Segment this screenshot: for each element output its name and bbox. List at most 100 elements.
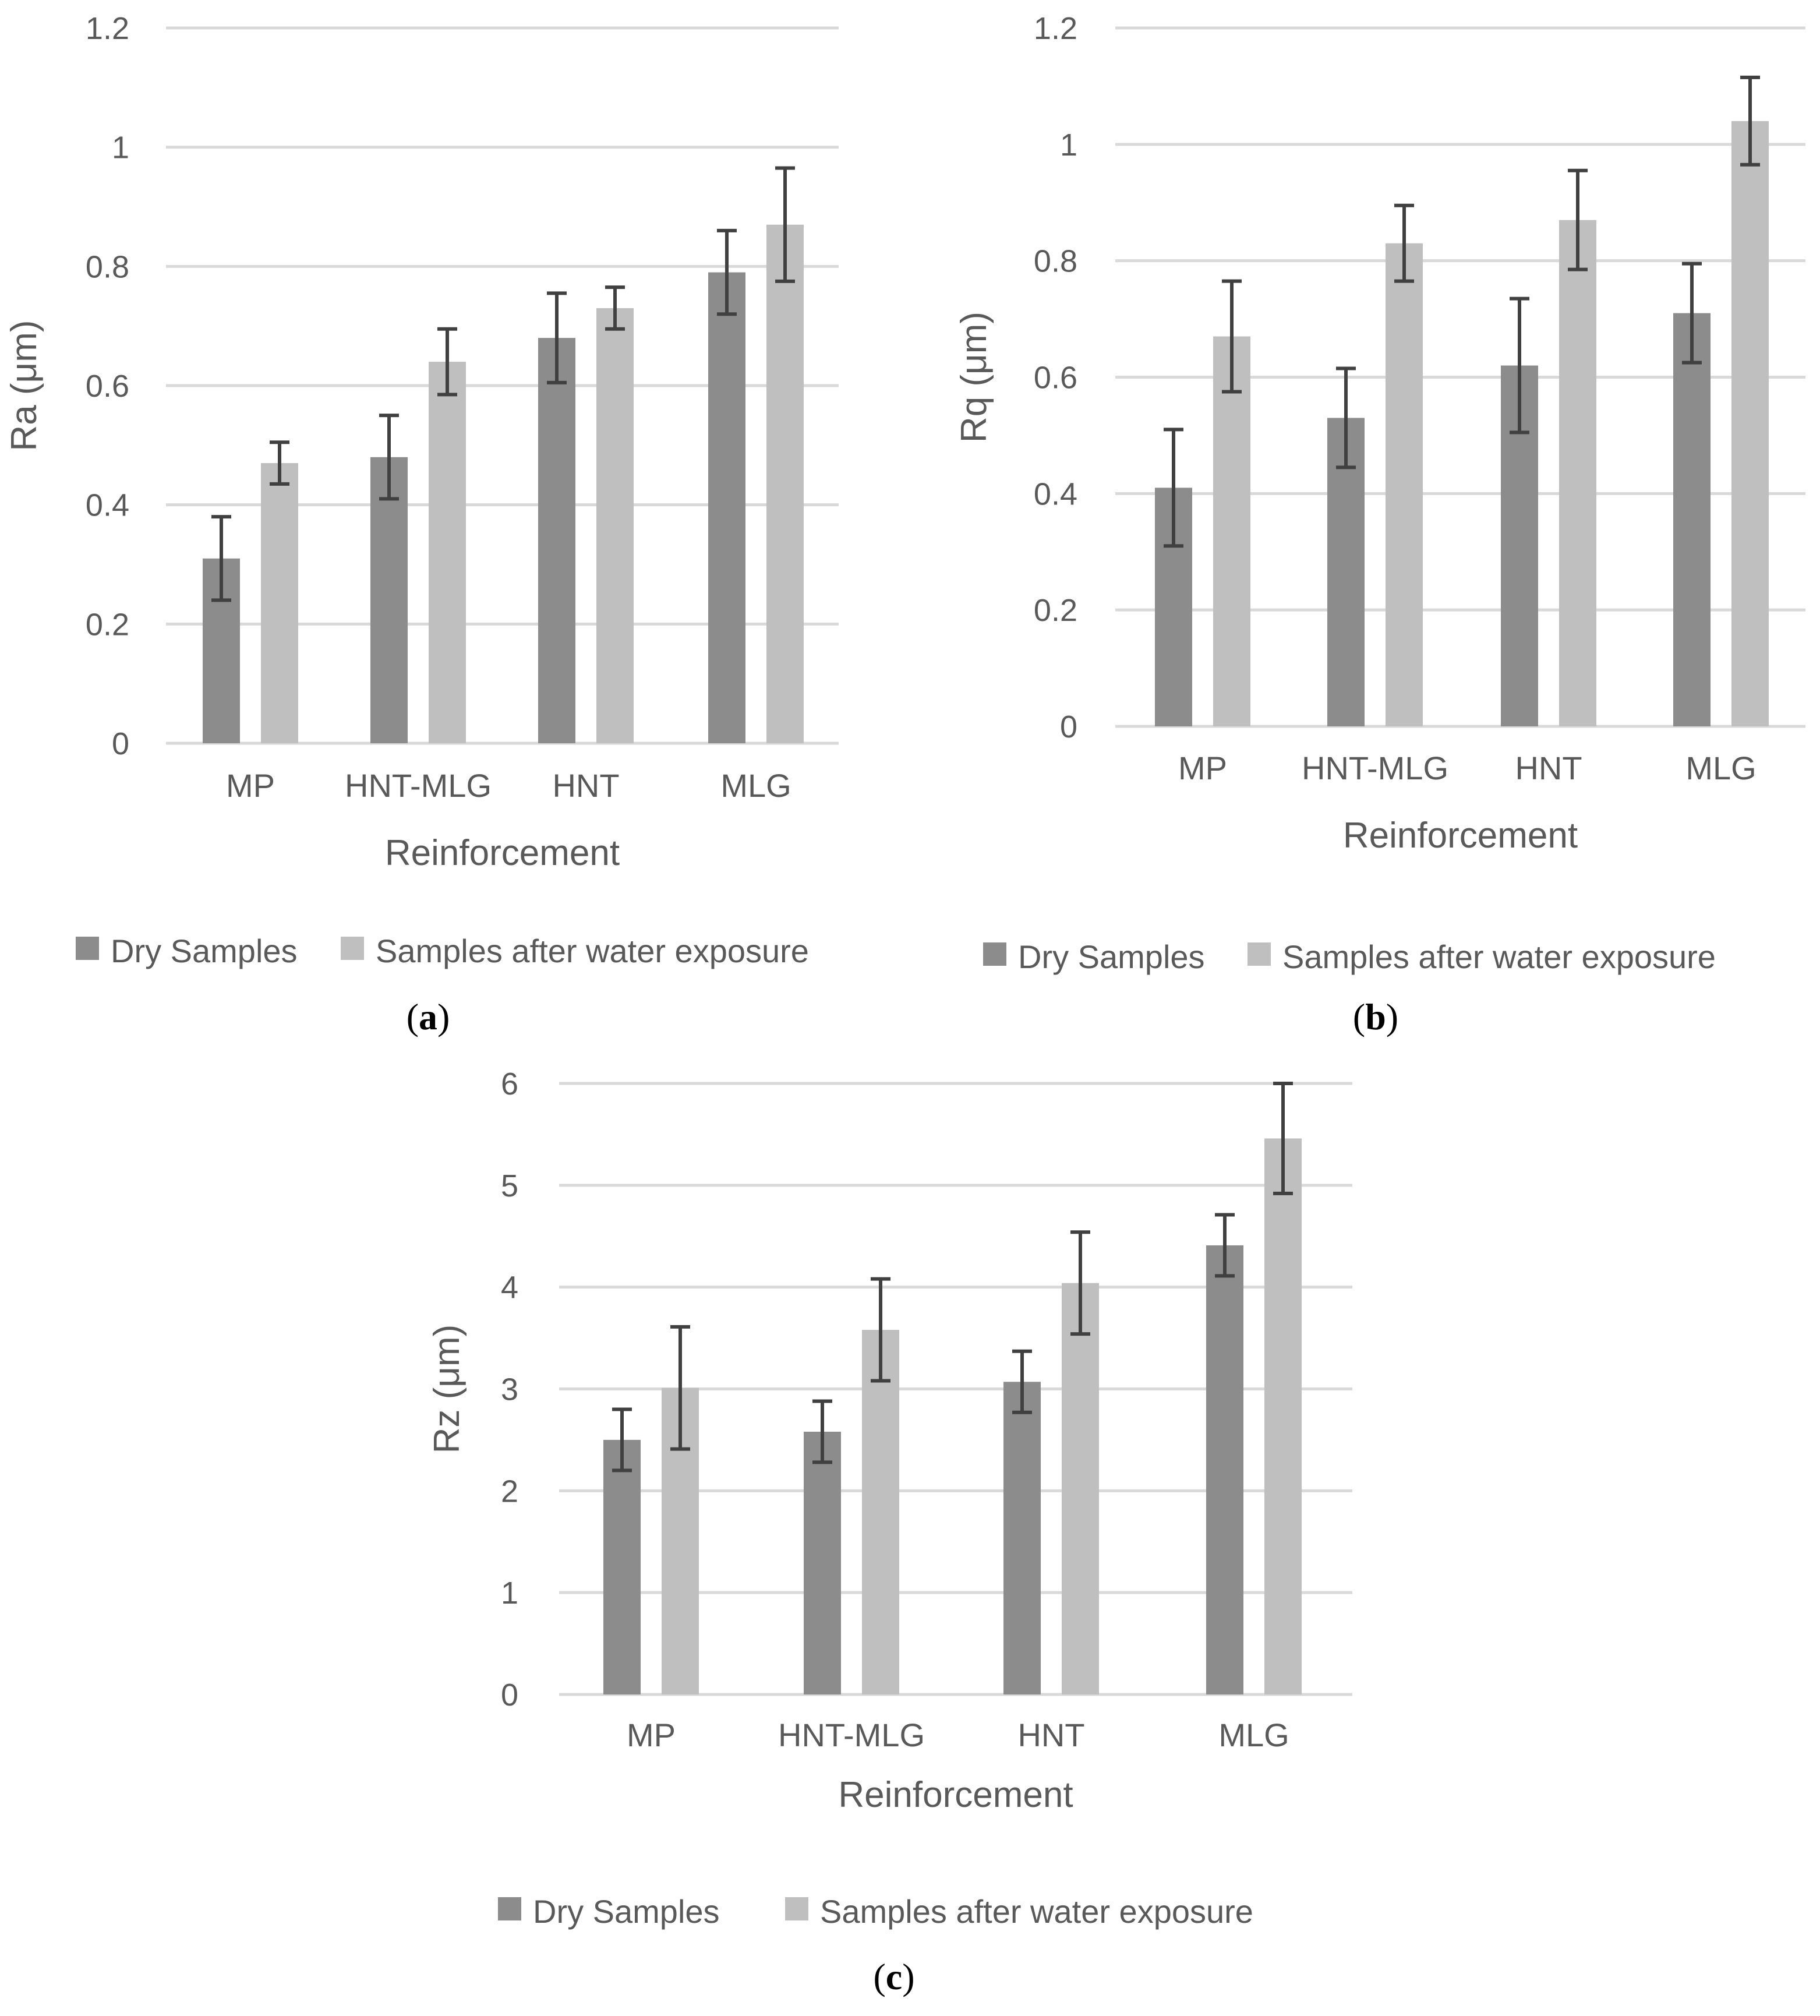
legend-label-dry: Dry Samples	[1018, 938, 1205, 975]
bar-dry-HNT-MLG	[1327, 418, 1365, 726]
chart-a: 0 0.2 0.4 0.6 0.8 1 1.2 MP HNT-MLG HNT MLG Reinforc…	[4, 11, 839, 1037]
x-tick-label: MLG	[1685, 750, 1756, 786]
y-tick-label: 1	[112, 130, 129, 165]
bar-dry-HNT-MLG	[804, 1431, 841, 1694]
bar-wet-MP	[261, 463, 298, 743]
bar-dry-MP	[603, 1439, 641, 1694]
panel-caption: (b)	[1353, 996, 1398, 1037]
error-bar-wet-MLG	[1740, 75, 1760, 167]
y-tick-label: 0.8	[86, 249, 129, 284]
x-tick-label: HNT-MLG	[778, 1717, 925, 1753]
y-tick-label: 5	[501, 1168, 518, 1203]
bar-wet-MLG	[766, 224, 804, 743]
y-tick-label: 0	[112, 726, 129, 761]
y-axis-title: Rq (μm)	[954, 312, 994, 443]
y-tick-label: 0.8	[1034, 244, 1077, 279]
bar-wet-MLG	[1731, 121, 1769, 726]
chart-b: 0 0.2 0.4 0.6 0.8 1 1.2 MP HNT-MLG HNT MLG Reinforc…	[954, 11, 1805, 1037]
x-axis-title: Reinforcement	[1343, 815, 1578, 856]
legend-label-wet: Samples after water exposure	[1282, 938, 1716, 975]
y-tick-label: 2	[501, 1474, 518, 1509]
error-bar-dry-MP	[612, 1407, 632, 1473]
panel-letter: c	[886, 1956, 902, 1997]
x-axis-title: Reinforcement	[838, 1775, 1073, 1815]
error-bar-dry-HNT	[1012, 1349, 1032, 1414]
y-tick-label: 0.2	[1034, 593, 1077, 628]
error-bar-dry-MLG	[1682, 262, 1702, 365]
y-axis-title: Ra (μm)	[4, 320, 44, 451]
legend-label-dry: Dry Samples	[111, 933, 298, 969]
error-bar-wet-MLG	[1273, 1082, 1293, 1195]
bar-wet-HNT	[596, 308, 634, 743]
error-bar-wet-HNT-MLG	[871, 1277, 890, 1383]
y-tick-label: 6	[501, 1067, 518, 1101]
legend-label-wet: Samples after water exposure	[820, 1893, 1253, 1930]
error-bar-wet-HNT	[1070, 1230, 1090, 1336]
bar-wet-HNT	[1559, 220, 1596, 727]
x-tick-label: MP	[1178, 750, 1227, 786]
error-bar-dry-HNT	[1510, 296, 1529, 435]
x-axis-title: Reinforcement	[385, 833, 620, 873]
y-axis-title: Rz (μm)	[427, 1325, 467, 1454]
legend-label-dry: Dry Samples	[533, 1893, 720, 1930]
panel-caption: (c)	[873, 1956, 914, 1997]
error-bar-wet-MP	[270, 440, 289, 486]
bar-dry-HNT	[538, 338, 575, 743]
legend: Dry Samples Samples after water exposure	[76, 933, 809, 969]
bar-dry-HNT-MLG	[370, 457, 408, 743]
x-tick-label: HNT	[1017, 1717, 1084, 1753]
error-bar-dry-HNT-MLG	[379, 414, 399, 501]
error-bar-wet-HNT-MLG	[437, 327, 457, 397]
legend-swatch-dry	[76, 937, 99, 960]
y-tick-label: 1.2	[86, 11, 129, 46]
panel-letter: b	[1365, 996, 1386, 1037]
x-tick-label: HNT	[1515, 750, 1582, 786]
bar-wet-MP	[1213, 336, 1250, 726]
x-tick-label: MP	[627, 1717, 676, 1753]
error-bar-wet-MLG	[775, 166, 795, 283]
error-bar-dry-MP	[1164, 428, 1183, 548]
bar-wet-HNT-MLG	[862, 1330, 899, 1694]
bar-wet-HNT-MLG	[1386, 243, 1423, 727]
bar-dry-MLG	[1673, 313, 1711, 726]
y-tick-label: 0	[1060, 709, 1077, 744]
chart-c: 0 1 2 3 4 5 6 MP HNT-MLG HNT MLG Reinforcement Rz (μ…	[427, 1067, 1352, 1997]
error-bar-dry-MLG	[1215, 1213, 1235, 1278]
y-tick-label: 3	[501, 1372, 518, 1407]
error-bar-wet-MP	[670, 1325, 690, 1451]
bar-wet-HNT	[1062, 1283, 1099, 1694]
bar-dry-MLG	[708, 272, 745, 744]
legend: Dry Samples Samples after water exposure	[983, 938, 1716, 975]
error-bar-dry-HNT	[547, 291, 567, 384]
legend-label-wet: Samples after water exposure	[376, 933, 809, 969]
bar-dry-HNT	[1003, 1382, 1041, 1694]
error-bar-dry-HNT-MLG	[1336, 366, 1356, 469]
bar-wet-MLG	[1264, 1138, 1302, 1694]
y-tick-label: 0.4	[86, 488, 129, 523]
legend-swatch-dry	[983, 942, 1006, 966]
error-bar-wet-MP	[1222, 279, 1242, 394]
y-tick-label: 0.6	[86, 369, 129, 404]
y-tick-label: 0.4	[1034, 476, 1077, 511]
error-bar-dry-HNT-MLG	[812, 1399, 832, 1464]
x-tick-label: HNT-MLG	[345, 767, 492, 804]
x-tick-label: MLG	[1218, 1717, 1289, 1753]
panel-caption: (a)	[407, 996, 450, 1037]
error-bar-dry-MP	[211, 515, 231, 602]
legend-swatch-dry	[498, 1897, 521, 1920]
legend: Dry Samples Samples after water exposure	[498, 1893, 1253, 1930]
legend-swatch-wet	[785, 1897, 808, 1920]
bar-dry-MLG	[1206, 1245, 1243, 1694]
y-tick-label: 0	[501, 1678, 518, 1713]
error-bar-wet-HNT-MLG	[1394, 203, 1414, 283]
x-tick-label: MLG	[720, 767, 791, 804]
x-tick-label: HNT-MLG	[1302, 750, 1448, 786]
x-tick-label: HNT	[552, 767, 619, 804]
error-bar-wet-HNT	[1568, 168, 1588, 271]
error-bar-wet-HNT	[605, 285, 625, 331]
x-tick-label: MP	[226, 767, 275, 804]
y-tick-label: 1	[1060, 128, 1077, 163]
error-bar-dry-MLG	[717, 228, 737, 316]
